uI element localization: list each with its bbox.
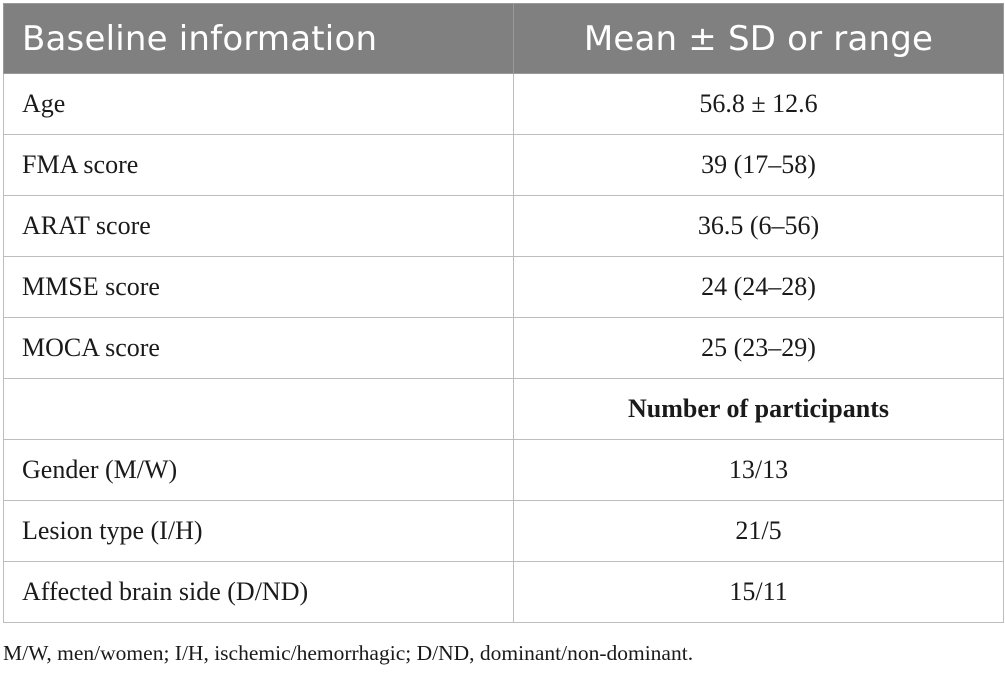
table-subheader-row: Number of participants [3,378,1004,440]
row-value: 25 (23–29) [513,317,1004,379]
row-label: Lesion type (I/H) [3,500,514,562]
table-footnote: M/W, men/women; I/H, ischemic/hemorrhagi… [3,641,694,665]
baseline-table-container: Baseline information Mean ± SD or range … [3,3,1004,623]
table-header-row: Baseline information Mean ± SD or range [3,3,1004,74]
table-row: Gender (M/W) 13/13 [3,439,1004,501]
header-mean-sd-range: Mean ± SD or range [513,3,1004,74]
table-row: Lesion type (I/H) 21/5 [3,500,1004,562]
row-label: ARAT score [3,195,514,257]
table-row: Age 56.8 ± 12.6 [3,73,1004,135]
row-value: 39 (17–58) [513,134,1004,196]
baseline-table: Baseline information Mean ± SD or range … [3,3,1004,623]
row-label: Gender (M/W) [3,439,514,501]
row-label: MOCA score [3,317,514,379]
table-row: MMSE score 24 (24–28) [3,256,1004,318]
table-row: MOCA score 25 (23–29) [3,317,1004,379]
subheader-empty-cell [3,378,514,440]
row-value: 56.8 ± 12.6 [513,73,1004,135]
row-value: 15/11 [513,561,1004,623]
row-label: MMSE score [3,256,514,318]
table-row: Affected brain side (D/ND) 15/11 [3,561,1004,623]
header-baseline-information: Baseline information [3,3,514,74]
row-value: 24 (24–28) [513,256,1004,318]
row-value: 36.5 (6–56) [513,195,1004,257]
table-row: ARAT score 36.5 (6–56) [3,195,1004,257]
subheader-number-of-participants: Number of participants [513,378,1004,440]
row-label: Affected brain side (D/ND) [3,561,514,623]
row-value: 13/13 [513,439,1004,501]
row-label: FMA score [3,134,514,196]
table-row: FMA score 39 (17–58) [3,134,1004,196]
row-value: 21/5 [513,500,1004,562]
row-label: Age [3,73,514,135]
